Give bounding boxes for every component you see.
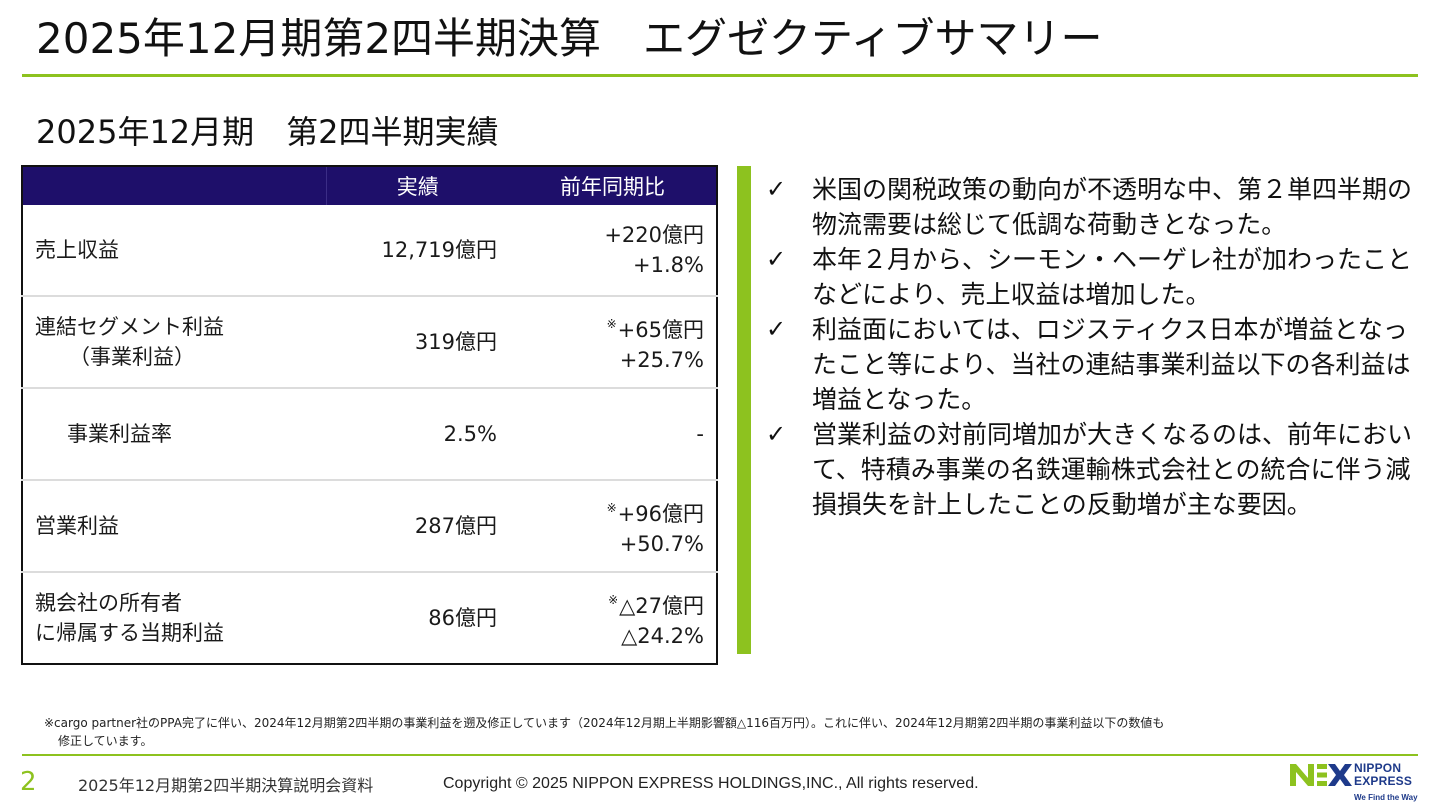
point-text: 米国の関税政策の動向が不透明な中、第２単四半期の物流需要は総じて低調な荷動きとな… (812, 175, 1413, 239)
check-icon: ✓ (766, 175, 787, 203)
footnote: ※cargo partner社のPPA完了に伴い、2024年12月期第2四半期の… (44, 714, 1384, 750)
yoy-amount: △27億円 (619, 594, 704, 618)
table-header-row: 実績 前年同期比 (22, 166, 717, 205)
row-actual-value: 319億円 (326, 295, 509, 388)
row-metric-label: 連結セグメント利益 （事業利益） (22, 295, 326, 388)
results-table: 実績 前年同期比 売上収益 12,719億円 +220億円 +1.8% 連結セグ… (21, 165, 718, 665)
row-metric-label: 親会社の所有者 に帰属する当期利益 (22, 571, 326, 664)
table-row: 親会社の所有者 に帰属する当期利益 86億円 ※△27億円 △24.2% (22, 571, 717, 664)
summary-points: ✓ 米国の関税政策の動向が不透明な中、第２単四半期の物流需要は総じて低調な荷動き… (766, 172, 1430, 522)
logo-brand-line: NIPPON (1354, 761, 1402, 775)
point-text: 営業利益の対前同増加が大きくなるのは、前年において、特積み事業の名鉄運輸株式会社… (812, 420, 1413, 519)
point-text: 利益面においては、ロジスティクス日本が増益となったこと等により、当社の連結事業利… (812, 315, 1411, 414)
metric-label-line: 連結セグメント利益 (35, 315, 224, 339)
check-icon: ✓ (766, 420, 787, 448)
metric-label-line: 売上収益 (35, 238, 119, 262)
footnote-marker: ※ (606, 317, 617, 331)
metric-label-line: 親会社の所有者 (35, 591, 182, 615)
row-yoy-value: ※△27億円 △24.2% (509, 571, 717, 664)
page-number: 2 (20, 767, 37, 797)
footnote-line: ※cargo partner社のPPA完了に伴い、2024年12月期第2四半期の… (44, 716, 1165, 730)
logo-tagline: We Find the Way (1354, 793, 1418, 802)
list-item: ✓ 利益面においては、ロジスティクス日本が増益となったこと等により、当社の連結事… (766, 312, 1430, 417)
row-actual-value: 2.5% (326, 387, 509, 480)
row-metric-label: 売上収益 (22, 205, 326, 296)
page-title: 2025年12月期第2四半期決算 エグゼクティブサマリー (36, 14, 1103, 63)
footnote-marker: ※ (608, 593, 619, 607)
row-yoy-value: - (509, 387, 717, 480)
footnote-marker: ※ (606, 501, 617, 515)
table-row: 連結セグメント利益 （事業利益） 319億円 ※+65億円 +25.7% (22, 295, 717, 388)
yoy-amount: +96億円 (617, 502, 704, 526)
accent-bar (737, 166, 751, 654)
list-item: ✓ 本年２月から、シーモン・ヘーゲレ社が加わったことなどにより、売上収益は増加し… (766, 242, 1430, 312)
copyright: Copyright © 2025 NIPPON EXPRESS HOLDINGS… (443, 775, 979, 792)
metric-label-line: （事業利益） (69, 345, 195, 369)
table-row: 売上収益 12,719億円 +220億円 +1.8% (22, 205, 717, 296)
row-yoy-value: ※+96億円 +50.7% (509, 479, 717, 572)
row-actual-value: 86億円 (326, 571, 509, 664)
check-icon: ✓ (766, 245, 787, 273)
title-divider (22, 74, 1418, 77)
yoy-percent: +50.7% (619, 532, 704, 556)
document-name: 2025年12月期第2四半期決算説明会資料 (78, 776, 374, 795)
row-metric-label: 営業利益 (22, 479, 326, 572)
logo-brand-line: EXPRESS (1354, 774, 1413, 788)
row-actual-value: 287億円 (326, 479, 509, 572)
row-yoy-value: ※+65億円 +25.7% (509, 295, 717, 388)
column-header-metric (22, 166, 327, 205)
yoy-percent: +25.7% (619, 348, 704, 372)
check-icon: ✓ (766, 315, 787, 343)
company-logo: NIPPON EXPRESS We Find the Way (1290, 762, 1420, 806)
row-metric-label: 事業利益率 (22, 387, 326, 480)
point-text: 本年２月から、シーモン・ヘーゲレ社が加わったことなどにより、売上収益は増加した。 (812, 245, 1413, 309)
logo-brand: NIPPON EXPRESS (1354, 762, 1412, 788)
metric-label-line: 事業利益率 (67, 422, 172, 446)
nx-logo-icon (1290, 764, 1352, 786)
metric-label-line: 営業利益 (35, 514, 119, 538)
list-item: ✓ 米国の関税政策の動向が不透明な中、第２単四半期の物流需要は総じて低調な荷動き… (766, 172, 1430, 242)
footnote-line: 修正しています。 (58, 734, 153, 748)
column-header-yoy: 前年同期比 (509, 166, 717, 205)
footer-divider (22, 754, 1418, 756)
yoy-percent: △24.2% (621, 624, 704, 648)
yoy-percent: +1.8% (633, 253, 704, 277)
list-item: ✓ 営業利益の対前同増加が大きくなるのは、前年において、特積み事業の名鉄運輸株式… (766, 417, 1430, 522)
table-row: 営業利益 287億円 ※+96億円 +50.7% (22, 479, 717, 572)
section-subtitle: 2025年12月期 第2四半期実績 (36, 113, 499, 151)
column-header-actual: 実績 (326, 166, 509, 205)
row-actual-value: 12,719億円 (381, 238, 497, 262)
yoy-amount: +65億円 (617, 318, 704, 342)
table-row: 事業利益率 2.5% - (22, 387, 717, 480)
yoy-amount: +220億円 (604, 223, 704, 247)
metric-label-line: に帰属する当期利益 (35, 621, 224, 645)
row-yoy-value: +220億円 +1.8% (509, 205, 717, 296)
